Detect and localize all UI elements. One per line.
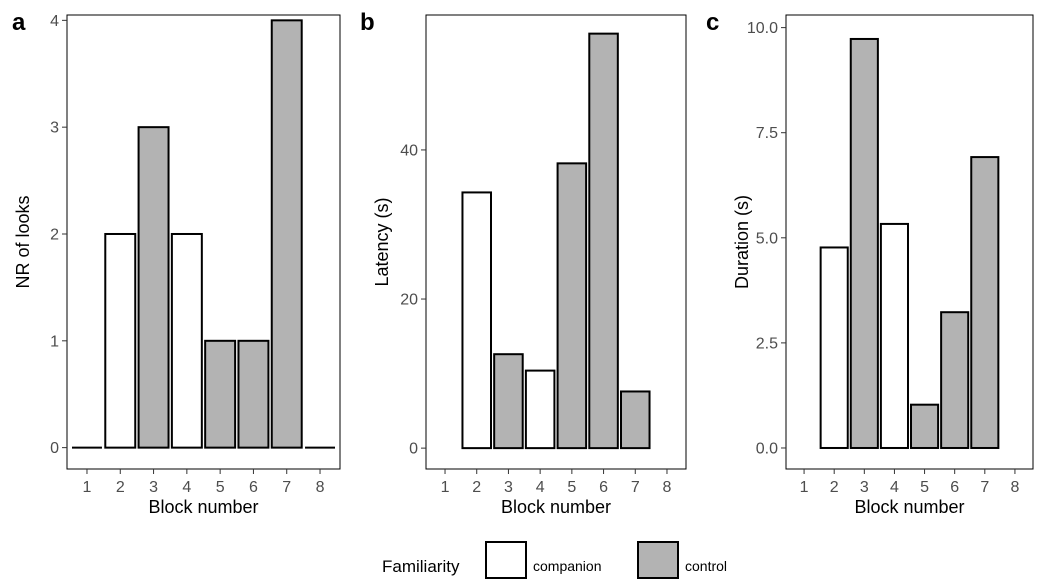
x-tick-label-a: 4 xyxy=(182,479,191,496)
panel-letter-b: b xyxy=(360,9,375,36)
y-axis-title-c: Duration (s) xyxy=(732,195,752,289)
x-tick-label-c: 3 xyxy=(860,479,869,496)
x-axis-title-c: Block number xyxy=(854,497,964,517)
legend-label-control: control xyxy=(685,558,727,574)
y-axis-title-a: NR of looks xyxy=(13,195,33,288)
x-tick-label-c: 7 xyxy=(980,479,989,496)
y-tick-label-a: 1 xyxy=(50,333,59,350)
panel-border-b xyxy=(425,14,687,470)
bar-b-block-6 xyxy=(588,32,619,450)
legend-label-companion: companion xyxy=(533,558,602,574)
bar-c-block-6 xyxy=(940,311,970,449)
bar-c-block-4 xyxy=(879,222,909,449)
x-tick-label-b: 8 xyxy=(663,479,672,496)
x-tick-label-a: 8 xyxy=(316,479,325,496)
x-tick-label-b: 7 xyxy=(631,479,640,496)
bar-c-block-7 xyxy=(970,156,1000,449)
x-tick-label-a: 6 xyxy=(249,479,258,496)
x-tick-label-b: 5 xyxy=(567,479,576,496)
bar-b-block-3 xyxy=(493,353,524,450)
y-tick-label-c: 2.5 xyxy=(756,335,778,352)
bar-a-block-7 xyxy=(270,19,303,449)
y-axis-title-b: Latency (s) xyxy=(372,197,392,286)
x-tick-label-a: 2 xyxy=(116,479,125,496)
bar-b-block-7 xyxy=(620,390,651,450)
x-tick-label-c: 1 xyxy=(800,479,809,496)
x-tick-label-c: 8 xyxy=(1010,479,1019,496)
x-axis-title-b: Block number xyxy=(501,497,611,517)
bar-b-block-4 xyxy=(524,369,556,450)
bar-a-block-2 xyxy=(104,232,137,449)
x-tick-label-c: 6 xyxy=(950,479,959,496)
legend-key-companion xyxy=(485,541,527,579)
y-tick-label-c: 0.0 xyxy=(756,440,778,457)
y-tick-label-b: 0 xyxy=(409,441,418,458)
y-tick-label-b: 40 xyxy=(400,142,418,159)
y-tick-label-a: 0 xyxy=(50,440,59,457)
y-tick-label-c: 7.5 xyxy=(756,125,778,142)
bar-c-block-3 xyxy=(849,37,879,449)
x-axis-title-a: Block number xyxy=(148,497,258,517)
x-tick-label-b: 3 xyxy=(504,479,513,496)
y-tick-label-a: 4 xyxy=(50,13,59,30)
y-tick-label-c: 10.0 xyxy=(747,20,778,37)
x-tick-label-a: 1 xyxy=(83,479,92,496)
legend-key-control xyxy=(637,541,679,579)
x-tick-label-b: 2 xyxy=(472,479,481,496)
y-tick-label-a: 3 xyxy=(50,120,59,137)
bar-a-block-5 xyxy=(204,339,237,449)
x-tick-label-c: 2 xyxy=(830,479,839,496)
bar-c-block-5 xyxy=(910,403,940,449)
x-tick-label-b: 4 xyxy=(536,479,545,496)
x-tick-label-c: 4 xyxy=(890,479,899,496)
bar-a-block-4 xyxy=(170,232,203,449)
panel-border-c xyxy=(785,14,1034,470)
panel-border-a xyxy=(66,14,341,470)
x-tick-label-b: 1 xyxy=(441,479,450,496)
x-tick-label-a: 5 xyxy=(216,479,225,496)
x-tick-label-a: 7 xyxy=(282,479,291,496)
bar-b-block-2 xyxy=(461,191,492,450)
bar-a-block-3 xyxy=(137,126,170,449)
bar-b-block-5 xyxy=(556,162,588,450)
bar-a-block-6 xyxy=(237,339,270,449)
x-tick-label-c: 5 xyxy=(920,479,929,496)
x-tick-label-a: 3 xyxy=(149,479,158,496)
panel-letter-a: a xyxy=(12,9,26,36)
panel-letter-c: c xyxy=(706,9,719,36)
y-tick-label-a: 2 xyxy=(50,226,59,243)
bar-c-block-2 xyxy=(819,246,849,449)
legend-title: Familiarity xyxy=(382,557,460,576)
y-tick-label-c: 5.0 xyxy=(756,230,778,247)
y-tick-label-b: 20 xyxy=(400,292,418,309)
x-tick-label-b: 6 xyxy=(599,479,608,496)
